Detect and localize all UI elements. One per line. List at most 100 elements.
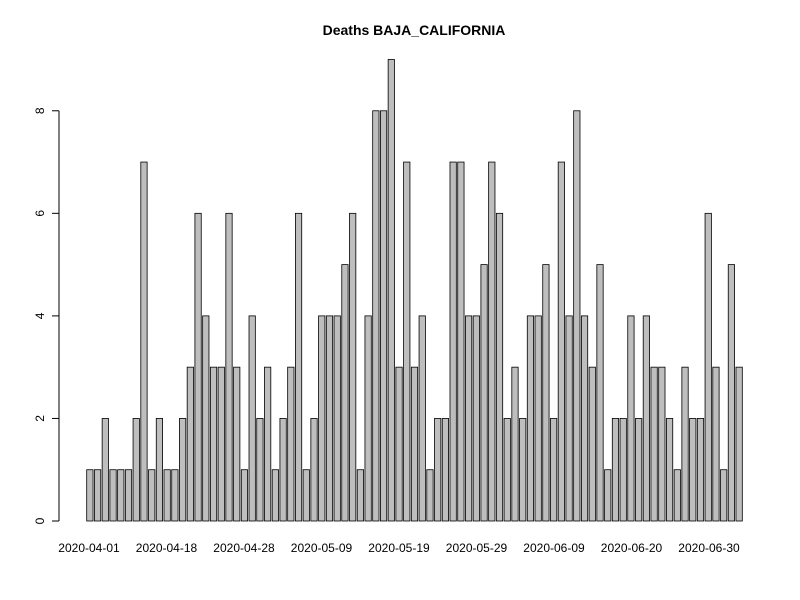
bar	[674, 470, 680, 521]
bar	[651, 367, 657, 521]
bar	[373, 111, 379, 521]
bar	[118, 470, 124, 521]
bar	[659, 367, 665, 521]
bar	[311, 418, 317, 521]
bar	[535, 316, 541, 521]
bar	[249, 316, 255, 521]
bar	[697, 418, 703, 521]
bar	[172, 470, 178, 521]
bar	[179, 418, 185, 521]
bar	[520, 418, 526, 521]
bar	[102, 418, 108, 521]
bar	[543, 265, 549, 521]
bar	[141, 162, 147, 521]
bar	[187, 367, 193, 521]
x-tick-label: 2020-05-29	[446, 541, 508, 555]
bar	[357, 470, 363, 521]
bar	[666, 418, 672, 521]
bar	[110, 470, 116, 521]
bar	[527, 316, 533, 521]
bar	[319, 316, 325, 521]
bar	[589, 367, 595, 521]
bar	[489, 162, 495, 521]
bar	[427, 470, 433, 521]
x-tick-label: 2020-04-01	[58, 541, 120, 555]
bar	[257, 418, 263, 521]
bar	[226, 213, 232, 521]
bar	[234, 367, 240, 521]
bar	[705, 213, 711, 521]
bar	[504, 418, 510, 521]
bar	[581, 316, 587, 521]
bar	[635, 418, 641, 521]
bar	[195, 213, 201, 521]
bar	[149, 470, 155, 521]
bar	[736, 367, 742, 521]
bar	[241, 470, 247, 521]
x-tick-label: 2020-04-28	[213, 541, 275, 555]
bar	[574, 111, 580, 521]
bar	[156, 418, 162, 521]
bar	[442, 418, 448, 521]
bar	[164, 470, 170, 521]
bar	[350, 213, 356, 521]
bar	[550, 418, 556, 521]
bars	[87, 60, 743, 522]
x-tick-label: 2020-06-30	[678, 541, 740, 555]
bar	[272, 470, 278, 521]
bar	[419, 316, 425, 521]
bar	[396, 367, 402, 521]
bar	[218, 367, 224, 521]
x-axis-labels: 2020-04-01 2020-04-18 2020-04-28 2020-05-09…	[58, 541, 740, 555]
y-tick-label: 8	[33, 107, 47, 114]
y-tick-label: 2	[33, 415, 47, 422]
bar	[597, 265, 603, 521]
bar	[326, 316, 332, 521]
bar	[690, 418, 696, 521]
bar	[465, 316, 471, 521]
x-tick-label: 2020-06-20	[601, 541, 663, 555]
bar	[210, 367, 216, 521]
bar	[303, 470, 309, 521]
bar	[713, 367, 719, 521]
y-tick-label: 6	[33, 210, 47, 217]
y-tick-label: 4	[33, 312, 47, 319]
x-tick-label: 2020-05-09	[291, 541, 353, 555]
bar	[411, 367, 417, 521]
bar	[334, 316, 340, 521]
bar	[643, 316, 649, 521]
bar	[295, 213, 301, 521]
bar	[473, 316, 479, 521]
bar	[365, 316, 371, 521]
bar	[682, 367, 688, 521]
bar	[435, 418, 441, 521]
bar	[288, 367, 294, 521]
bar	[380, 111, 386, 521]
bar	[94, 470, 100, 521]
bar	[558, 162, 564, 521]
bar	[87, 470, 93, 521]
bar	[280, 418, 286, 521]
y-tick-label: 0	[33, 517, 47, 524]
chart-title: Deaths BAJA_CALIFORNIA	[323, 22, 506, 38]
bar	[481, 265, 487, 521]
bar	[458, 162, 464, 521]
bar	[628, 316, 634, 521]
bar	[721, 470, 727, 521]
bar	[342, 265, 348, 521]
bar	[203, 316, 209, 521]
x-tick-label: 2020-04-18	[136, 541, 198, 555]
bar	[264, 367, 270, 521]
bar	[728, 265, 734, 521]
bar	[566, 316, 572, 521]
bar	[605, 470, 611, 521]
x-tick-label: 2020-06-09	[523, 541, 585, 555]
y-axis: 0 2 4 6 8	[33, 107, 59, 524]
bar	[125, 470, 131, 521]
bar	[133, 418, 139, 521]
bar	[620, 418, 626, 521]
bar	[388, 60, 394, 522]
bar	[496, 213, 502, 521]
x-tick-label: 2020-05-19	[368, 541, 430, 555]
